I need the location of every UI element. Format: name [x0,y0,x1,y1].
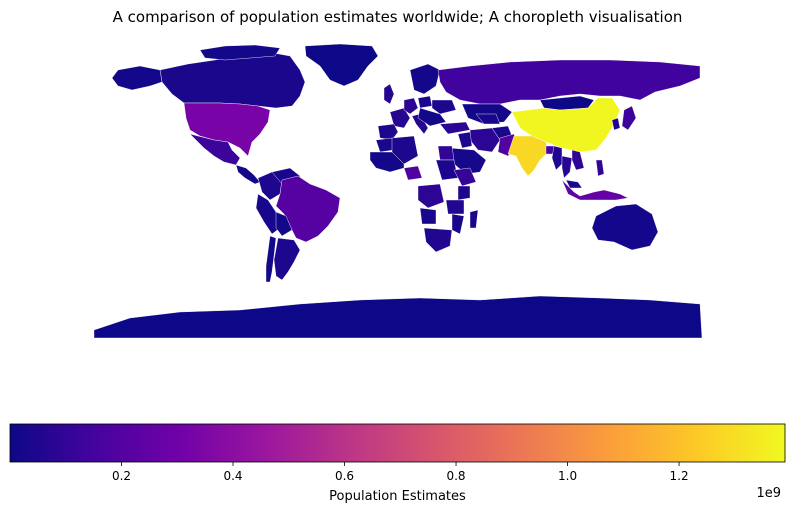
region-argentina [273,237,301,281]
region-uzbekistan [475,113,501,125]
region-ukraine [431,99,457,115]
region-dr-congo [417,183,445,209]
colorbar-tick-label: 0.2 [112,469,131,483]
region-australia [591,203,659,251]
region-spain [377,123,399,141]
colorbar-tick-label: 0.8 [446,469,465,483]
region-united-states [183,102,271,157]
region-tanzania [445,199,465,215]
region-japan [621,105,637,131]
region-myanmar [551,145,563,171]
region-south-korea [611,117,621,131]
region-antarctica [93,295,703,339]
region-africa-rest [369,151,405,173]
region-algeria [391,135,419,165]
region-vietnam [571,149,585,171]
region-peru [255,193,281,235]
world-map [93,43,703,339]
region-russia [437,59,701,105]
colorbar-tick-label: 0.6 [335,469,354,483]
colorbar-label: Population Estimates [329,489,466,504]
region-iraq [457,131,473,149]
region-kenya [457,185,471,201]
region-mozambique [451,213,465,235]
region-angola [419,207,437,225]
region-chile [265,235,277,283]
region-south-africa [423,227,453,253]
region-madagascar [469,209,479,229]
chart-title: A comparison of population estimates wor… [112,8,683,26]
colorbar-tick-label: 1.0 [558,469,577,483]
region-ethiopia [453,167,477,187]
region-greenland [304,43,379,87]
colorbar-ticks: 0.2 0.4 0.6 0.8 1.0 1.2 [112,462,689,483]
region-alaska-canada-north [199,44,281,61]
region-philippines [595,159,605,177]
colorbar-exponent: 1e9 [756,486,781,501]
region-united-kingdom [383,83,395,105]
region-malaysia [565,179,583,189]
map-layer [93,43,703,339]
region-brazil [275,175,341,243]
region-alaska [111,65,163,91]
region-thailand [561,155,573,179]
region-germany [403,97,419,115]
region-central-america [235,164,261,185]
region-india [507,135,549,177]
region-france [389,107,411,129]
region-indonesia [561,179,629,201]
region-nigeria [403,165,423,181]
region-scandinavia [409,63,441,95]
colorbar-tick-label: 0.4 [223,469,242,483]
colorbar-gradient [9,423,786,463]
colorbar-tick-label: 1.2 [670,469,689,483]
region-europe-rest [417,107,447,127]
region-south-america-rest [275,211,293,237]
